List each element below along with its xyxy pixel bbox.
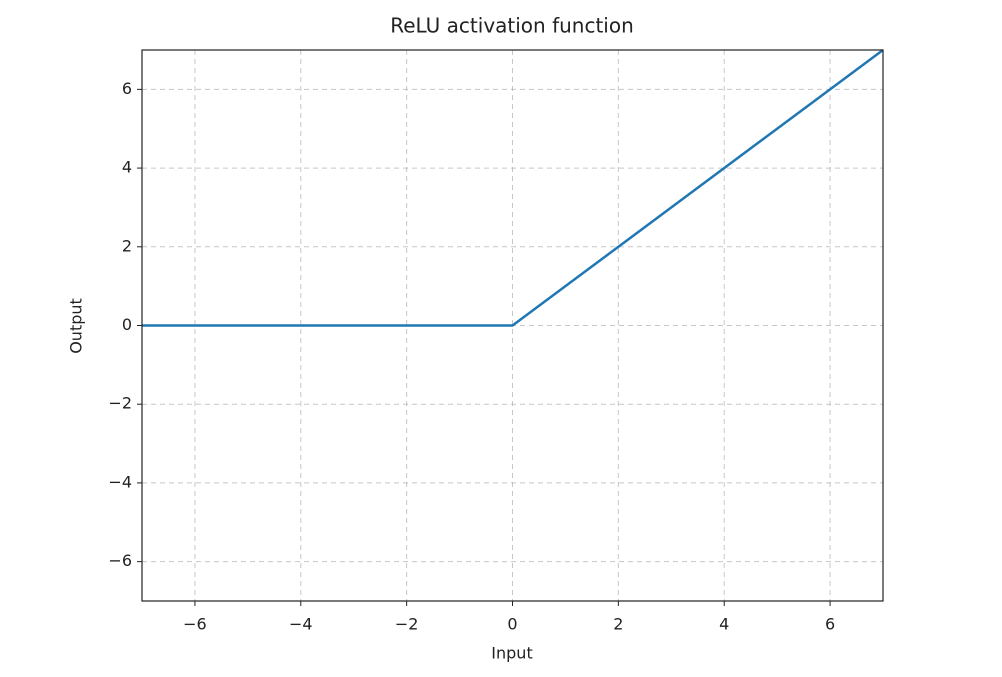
x-tick-label: 4 bbox=[719, 615, 729, 634]
y-tick-label: 4 bbox=[122, 158, 132, 177]
line-series bbox=[142, 48, 884, 327]
x-axis-label: Input bbox=[491, 644, 532, 663]
y-tick-label: 0 bbox=[122, 315, 132, 334]
x-tick-label: 6 bbox=[825, 615, 835, 634]
x-tick-label: 2 bbox=[613, 615, 623, 634]
y-tick-label: −4 bbox=[108, 472, 132, 491]
chart-title: ReLU activation function bbox=[390, 14, 634, 38]
plot-frame bbox=[141, 49, 884, 602]
y-axis-label: Output bbox=[67, 298, 86, 354]
y-tick-label: 2 bbox=[122, 236, 132, 255]
x-tick-label: 0 bbox=[507, 615, 517, 634]
x-tick-label: −2 bbox=[395, 615, 419, 634]
x-tick-label: −6 bbox=[183, 615, 207, 634]
y-tick-label: −6 bbox=[108, 551, 132, 570]
y-tick-label: 6 bbox=[122, 79, 132, 98]
x-tick-label: −4 bbox=[289, 615, 313, 634]
y-tick-label: −2 bbox=[108, 394, 132, 413]
